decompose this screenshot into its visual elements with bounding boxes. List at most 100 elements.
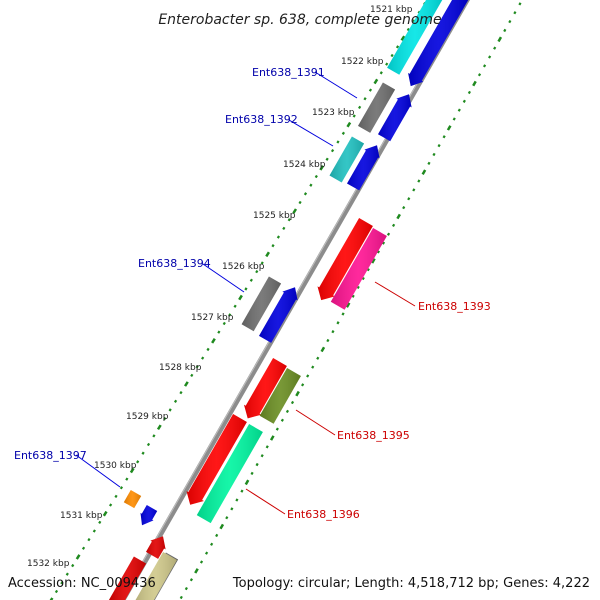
inner-tick <box>114 494 118 499</box>
outer-tick <box>341 312 345 316</box>
inner-tick <box>201 356 205 360</box>
kbp-label: 1525 kbp <box>253 211 296 221</box>
outer-tick <box>513 11 517 15</box>
outer-tick <box>493 46 497 50</box>
inner-tick <box>265 251 270 258</box>
outer-tick <box>336 321 340 325</box>
kbp-label: 1530 kbp <box>94 461 137 471</box>
inner-tick <box>314 174 318 179</box>
inner-tick <box>81 546 86 550</box>
outer-tick <box>371 257 376 264</box>
gene-label-ent638-1397[interactable]: Ent638_1397 <box>14 449 87 462</box>
inner-tick <box>244 287 248 291</box>
inner-tick <box>287 218 291 222</box>
inner-tick <box>330 148 335 153</box>
inner-tick <box>125 477 129 481</box>
feature-ent638-1391-shade <box>358 82 396 133</box>
outer-tick <box>446 125 452 131</box>
gene-label-ent638-1393[interactable]: Ent638_1393 <box>418 300 491 313</box>
inner-tick <box>152 434 156 438</box>
inner-tick <box>292 208 298 214</box>
outer-tick <box>290 400 295 405</box>
outer-tick <box>467 90 471 95</box>
gene-label-ent638-1392[interactable]: Ent638_1392 <box>225 113 298 126</box>
inner-tick <box>65 572 69 576</box>
inner-tick <box>119 486 124 490</box>
inner-tick <box>373 78 379 85</box>
inner-tick <box>102 510 108 517</box>
outer-tick <box>260 454 264 458</box>
inner-tick <box>60 581 64 585</box>
outer-tick <box>482 64 487 68</box>
kbp-label: 1526 kbp <box>222 262 265 272</box>
inner-tick <box>282 226 286 231</box>
outer-tick <box>437 143 441 148</box>
feature-khaki-bottom-shade <box>135 552 177 600</box>
inner-tick <box>156 424 162 431</box>
outer-tick <box>235 498 239 502</box>
inner-tick <box>379 71 383 75</box>
callout-line <box>288 119 334 147</box>
outer-tick <box>215 533 219 538</box>
outer-tick <box>477 73 482 77</box>
kbp-label: 1522 kbp <box>341 57 384 67</box>
inner-tick <box>168 408 172 412</box>
inner-tick <box>325 157 329 161</box>
map-title: Enterobacter sp. 638, complete genome <box>158 12 441 28</box>
feature-blue-1391b-shade <box>378 94 412 142</box>
inner-tick <box>352 114 356 118</box>
outer-tick <box>345 302 351 308</box>
topology-text: Topology: circular; Length: 4,518,712 bp… <box>232 576 590 591</box>
kbp-label: 1527 kbp <box>191 313 234 323</box>
outer-tick <box>412 188 416 192</box>
kbp-label: 1521 kbp <box>370 5 413 15</box>
gene-label-ent638-1394[interactable]: Ent638_1394 <box>138 257 211 270</box>
feature-ent638-1397-shade <box>123 490 142 509</box>
outer-tick <box>240 489 244 493</box>
feature-ent638-1395-shade <box>259 368 301 424</box>
inner-tick <box>319 165 325 171</box>
outer-tick <box>244 479 250 486</box>
outer-tick <box>432 152 436 157</box>
outer-tick <box>396 213 401 220</box>
callout-line <box>202 263 245 293</box>
inner-tick <box>309 183 313 187</box>
inner-tick <box>109 503 113 507</box>
inner-tick <box>179 391 183 395</box>
inner-tick <box>346 121 352 128</box>
gene-label-ent638-1395[interactable]: Ent638_1395 <box>337 429 410 442</box>
callout-line <box>374 281 416 307</box>
outer-tick <box>421 169 427 175</box>
outer-tick <box>275 427 279 431</box>
gene-label-ent638-1396[interactable]: Ent638_1396 <box>287 508 360 521</box>
outer-tick <box>351 294 355 298</box>
outer-tick <box>457 108 461 112</box>
feature-red-1393a-shade <box>317 218 373 301</box>
outer-tick <box>452 117 456 121</box>
inner-tick <box>336 140 340 144</box>
inner-tick <box>228 313 232 317</box>
outer-tick <box>417 179 421 183</box>
label-callouts <box>75 71 416 515</box>
kbp-label: 1524 kbp <box>283 160 326 170</box>
outer-tick <box>250 471 254 476</box>
outer-tick <box>392 223 396 227</box>
kbp-label: 1531 kbp <box>60 511 103 521</box>
inner-tick <box>390 53 394 58</box>
inner-tick <box>233 304 237 308</box>
inner-tick <box>249 278 253 282</box>
outer-tick <box>199 560 204 564</box>
kbp-label: 1532 kbp <box>27 559 70 569</box>
inner-tick <box>238 294 243 301</box>
kbp-label: 1529 kbp <box>126 412 169 422</box>
gene-features <box>109 0 469 600</box>
inner-tick <box>358 105 362 110</box>
outer-tick <box>265 445 269 449</box>
outer-tick <box>462 99 466 103</box>
gene-label-ent638-1391[interactable]: Ent638_1391 <box>252 66 325 79</box>
feature-blue-1397b-shade <box>140 505 158 526</box>
inner-tick <box>341 131 345 135</box>
feature-ent638-1396-shade <box>196 424 263 524</box>
accession-text: Accession: NC_009436 <box>8 576 156 591</box>
inner-tick <box>400 35 406 42</box>
